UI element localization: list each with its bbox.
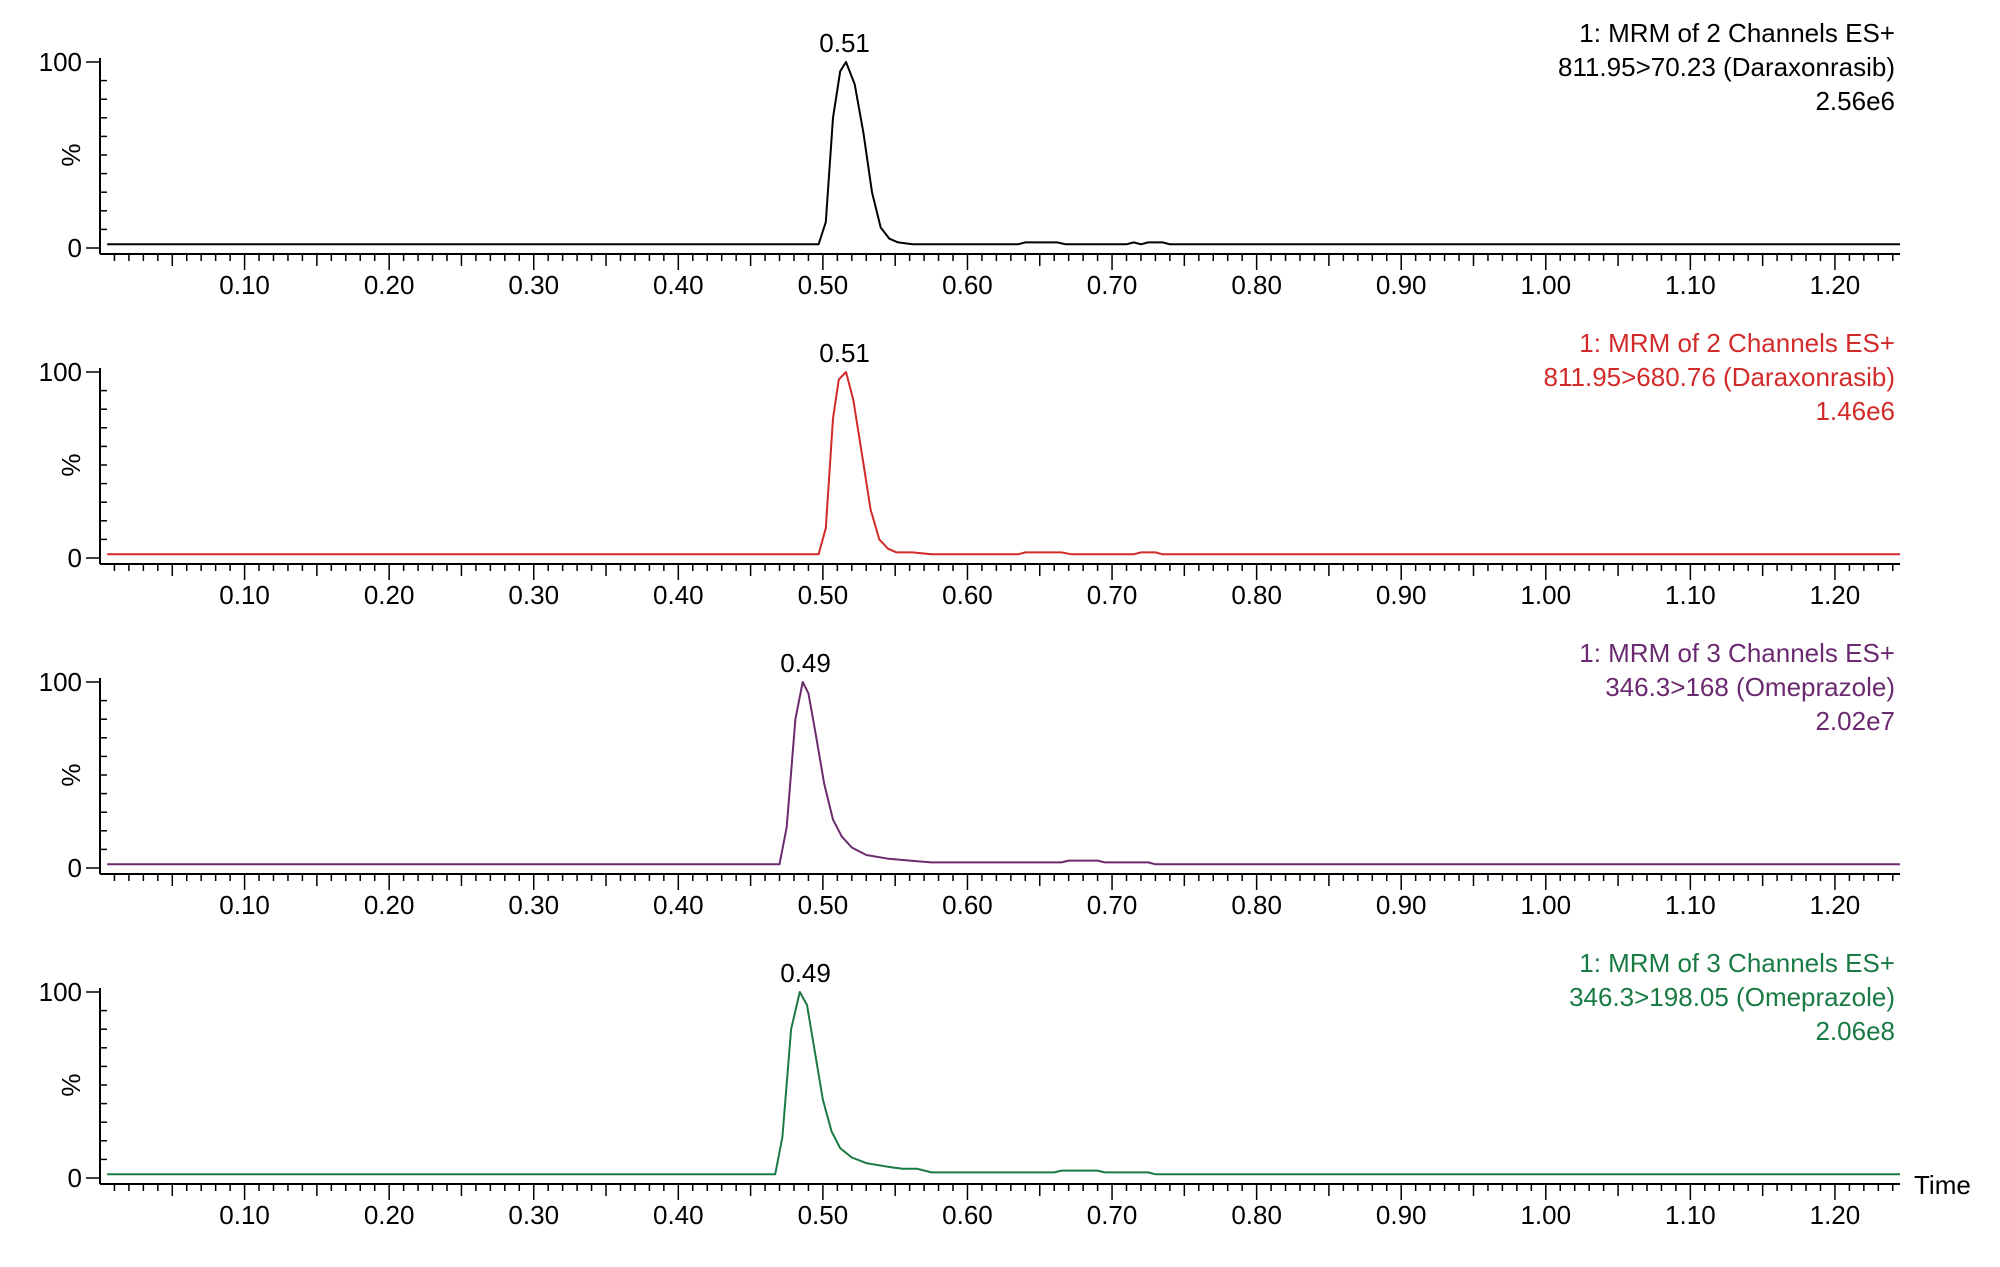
peak-label: 0.49: [780, 958, 831, 988]
x-tick-label: 0.90: [1376, 1200, 1427, 1230]
x-tick-label: 1.00: [1520, 1200, 1571, 1230]
chromatogram-panel-2: 0 100% 0.10 0.20 0.30 0.40 0.50 0.60 0.70 0.80 0.9…: [39, 328, 1900, 610]
trace-header-line: 2.06e8: [1815, 1016, 1895, 1046]
x-tick-label: 0.70: [1087, 1200, 1138, 1230]
trace-header-line: 1: MRM of 2 Channels ES+: [1579, 328, 1895, 358]
y-axis-label: %: [56, 143, 86, 166]
trace-header-line: 1: MRM of 3 Channels ES+: [1579, 638, 1895, 668]
chromatogram-panel-4: 0 100% 0.10 0.20 0.30 0.40 0.50 0.60 0.70 0.80 0.9…: [39, 948, 1971, 1230]
x-tick-label: 1.10: [1665, 580, 1716, 610]
x-tick-label: 0.50: [798, 890, 849, 920]
x-tick-label: 1.20: [1810, 270, 1861, 300]
x-tick-label: 0.30: [508, 580, 559, 610]
x-tick-label: 0.50: [798, 270, 849, 300]
x-tick-label: 0.40: [653, 270, 704, 300]
x-tick-label: 0.50: [798, 1200, 849, 1230]
y-tick-label: 0: [68, 543, 82, 573]
x-tick-label: 0.50: [798, 580, 849, 610]
chromatogram-panel-1: 0 100% 0.10 0.20 0.30 0.40 0.50 0.60 0.70 0.80 0.9…: [39, 18, 1900, 300]
peak-label: 0.51: [819, 28, 870, 58]
x-tick-label: 0.40: [653, 580, 704, 610]
trace-line: [107, 991, 1900, 1176]
y-tick-label: 100: [39, 667, 82, 697]
trace-header-line: 2.02e7: [1815, 706, 1895, 736]
x-tick-label: 0.10: [219, 270, 270, 300]
x-tick-label: 0.20: [364, 580, 415, 610]
x-tick-label: 0.40: [653, 1200, 704, 1230]
x-tick-label: 0.10: [219, 1200, 270, 1230]
x-tick-label: 0.90: [1376, 890, 1427, 920]
x-tick-label: 1.20: [1810, 1200, 1861, 1230]
x-tick-label: 0.10: [219, 890, 270, 920]
trace-header-line: 346.3>168 (Omeprazole): [1605, 672, 1895, 702]
y-axis-label: %: [56, 453, 86, 476]
x-tick-label: 0.40: [653, 890, 704, 920]
x-tick-label: 0.20: [364, 890, 415, 920]
x-tick-label: 0.30: [508, 890, 559, 920]
x-tick-label: 0.80: [1231, 1200, 1282, 1230]
y-tick-label: 100: [39, 977, 82, 1007]
x-tick-label: 0.10: [219, 580, 270, 610]
x-tick-label: 0.70: [1087, 890, 1138, 920]
x-tick-label: 0.60: [942, 270, 993, 300]
x-axis-label: Time: [1914, 1170, 1971, 1200]
trace-header-line: 811.95>680.76 (Daraxonrasib): [1544, 362, 1895, 392]
trace-header-line: 346.3>198.05 (Omeprazole): [1569, 982, 1895, 1012]
x-tick-label: 1.20: [1810, 580, 1861, 610]
x-tick-label: 1.00: [1520, 580, 1571, 610]
y-tick-label: 0: [68, 1163, 82, 1193]
x-tick-label: 0.30: [508, 1200, 559, 1230]
x-tick-label: 0.80: [1231, 890, 1282, 920]
peak-label: 0.49: [780, 648, 831, 678]
x-tick-label: 1.10: [1665, 270, 1716, 300]
x-tick-label: 0.90: [1376, 580, 1427, 610]
trace-header-line: 1: MRM of 2 Channels ES+: [1579, 18, 1895, 48]
peak-label: 0.51: [819, 338, 870, 368]
x-tick-label: 1.10: [1665, 1200, 1716, 1230]
y-axis-label: %: [56, 763, 86, 786]
x-tick-label: 0.90: [1376, 270, 1427, 300]
y-tick-label: 0: [68, 853, 82, 883]
trace-line: [107, 61, 1900, 246]
trace-header-line: 1.46e6: [1815, 396, 1895, 426]
x-tick-label: 0.20: [364, 270, 415, 300]
x-tick-label: 1.00: [1520, 890, 1571, 920]
x-tick-label: 0.60: [942, 1200, 993, 1230]
trace-line: [107, 371, 1900, 556]
x-tick-label: 0.80: [1231, 270, 1282, 300]
trace-header-line: 1: MRM of 3 Channels ES+: [1579, 948, 1895, 978]
x-tick-label: 1.00: [1520, 270, 1571, 300]
trace-header-line: 811.95>70.23 (Daraxonrasib): [1558, 52, 1895, 82]
x-tick-label: 0.70: [1087, 270, 1138, 300]
x-tick-label: 0.30: [508, 270, 559, 300]
y-tick-label: 0: [68, 233, 82, 263]
x-tick-label: 0.60: [942, 890, 993, 920]
x-tick-label: 0.80: [1231, 580, 1282, 610]
x-tick-label: 0.60: [942, 580, 993, 610]
x-tick-label: 1.10: [1665, 890, 1716, 920]
trace-header-line: 2.56e6: [1815, 86, 1895, 116]
x-tick-label: 0.20: [364, 1200, 415, 1230]
y-axis-label: %: [56, 1073, 86, 1096]
y-tick-label: 100: [39, 47, 82, 77]
x-tick-label: 0.70: [1087, 580, 1138, 610]
chromatogram-panel-3: 0 100% 0.10 0.20 0.30 0.40 0.50 0.60 0.70 0.80 0.9…: [39, 638, 1900, 920]
x-tick-label: 1.20: [1810, 890, 1861, 920]
y-tick-label: 100: [39, 357, 82, 387]
trace-line: [107, 681, 1900, 866]
